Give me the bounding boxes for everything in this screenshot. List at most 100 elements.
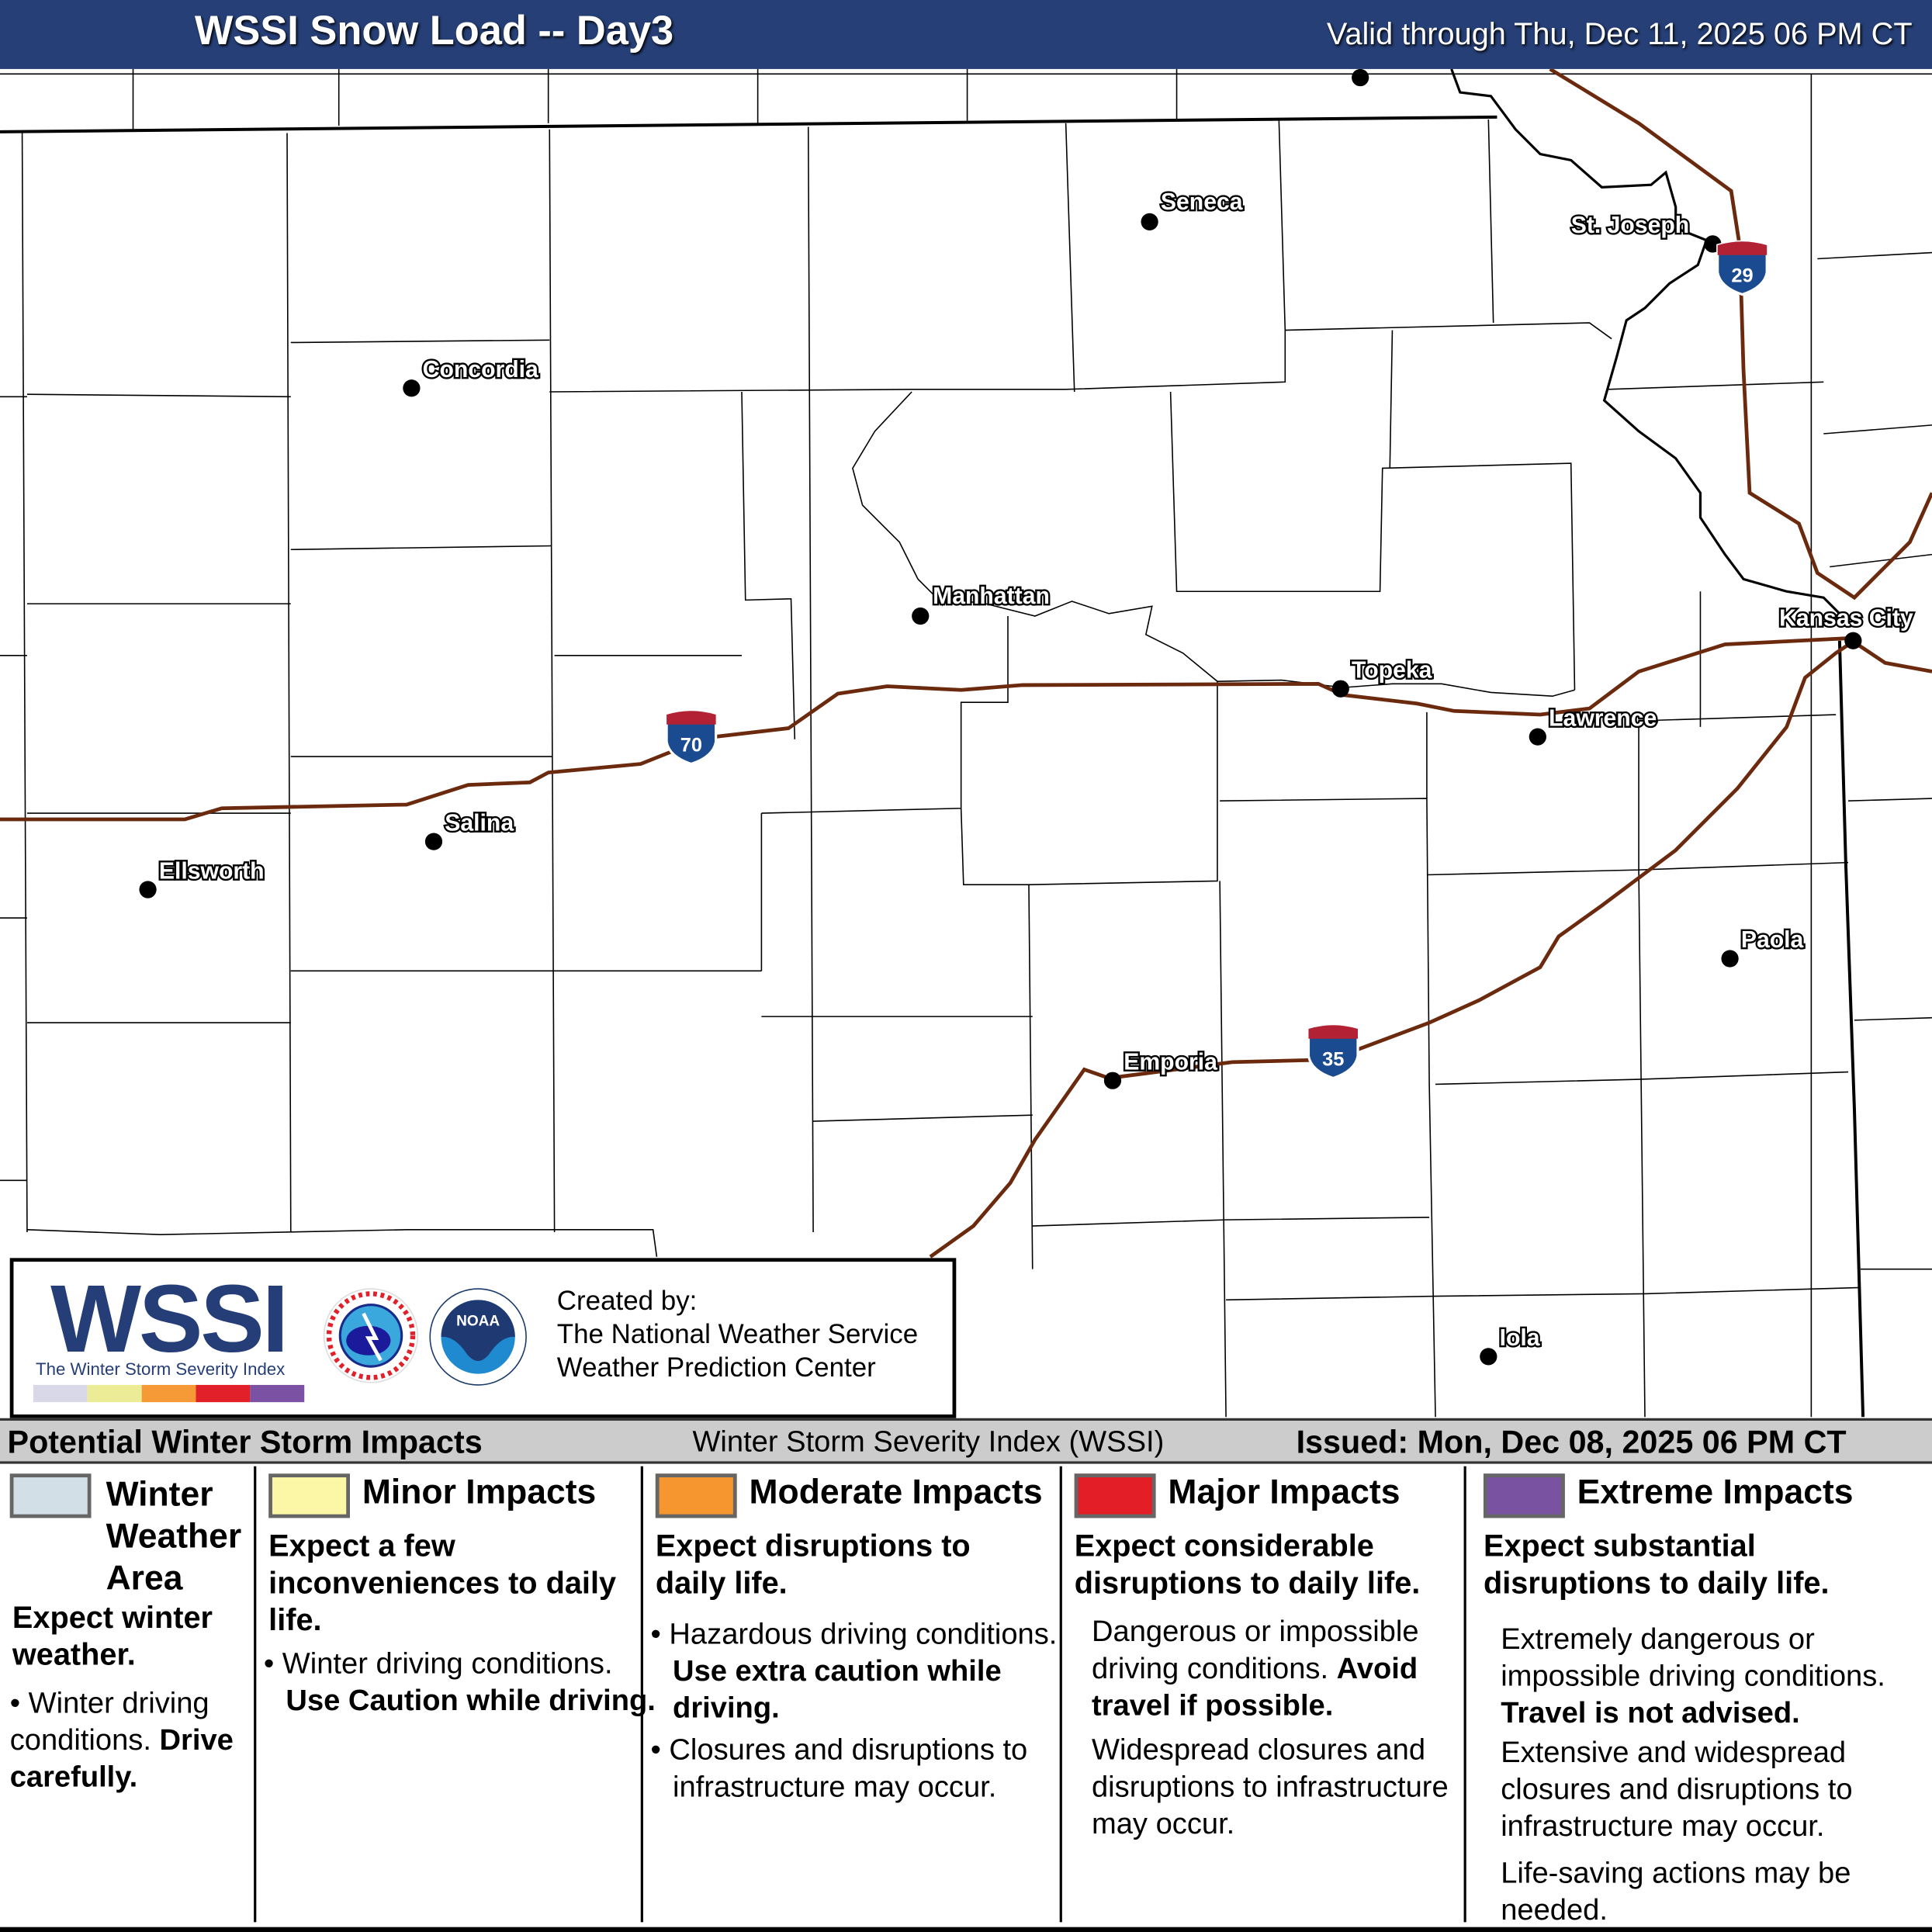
legend-title: Potential Winter Storm Impacts <box>7 1423 483 1460</box>
category-paragraph: Dangerous or impossible driving conditio… <box>1092 1614 1461 1725</box>
city-label-ellsworth: Ellsworth <box>159 858 265 884</box>
title-bar: WSSI Snow Load -- Day3 Valid through Thu… <box>0 0 1932 69</box>
city-markers: Seneca St. Joseph Concordia Manhattan To… <box>139 68 1915 1366</box>
category-name: Minor Impacts <box>362 1472 597 1511</box>
wssi-logo-subtitle: The Winter Storm Severity Index <box>36 1359 286 1379</box>
legend-header: Potential Winter Storm Impacts Winter St… <box>0 1418 1932 1464</box>
issued-time: Issued: Mon, Dec 08, 2025 06 PM CT <box>1296 1423 1847 1460</box>
created-by-label: Created by: <box>556 1285 698 1316</box>
color-swatch <box>33 1384 88 1403</box>
category-paragraph: Widespread closures and disruptions to i… <box>1091 1733 1449 1841</box>
valid-time: Valid through Thu, Dec 11, 2025 06 PM CT <box>1326 17 1913 52</box>
category-bullet: • Hazardous driving conditions. Use extr… <box>650 1618 1058 1726</box>
city-label-manhattan: Manhattan <box>933 583 1050 609</box>
bullet-text: Hazardous driving conditions. <box>669 1618 1058 1651</box>
interstate-35-route <box>929 639 1856 1259</box>
city-dot-kansas-city <box>1844 632 1862 649</box>
category-paragraph: Extensive and widespread closures and di… <box>1501 1736 1853 1844</box>
rivers <box>1450 68 1850 624</box>
color-swatch <box>141 1384 196 1403</box>
state-borders <box>0 115 1865 1418</box>
legend-swatch <box>1483 1473 1565 1518</box>
legend-swatch <box>9 1473 92 1518</box>
kansas-river <box>852 391 1575 698</box>
svg-text:70: 70 <box>680 735 702 757</box>
legend-swatch <box>268 1473 350 1518</box>
city-label-st-joseph: St. Joseph <box>1571 213 1690 238</box>
category-bullet: • Winter driving conditions. Use Caution… <box>263 1647 656 1718</box>
divider <box>640 1466 643 1923</box>
city-dot-seneca <box>1141 213 1158 230</box>
color-swatch <box>250 1384 305 1403</box>
city-label-lawrence: Lawrence <box>1549 705 1657 731</box>
city-dot-topeka <box>1331 680 1349 698</box>
bullet-text: Closures and disruptions to infrastructu… <box>669 1733 1028 1804</box>
bottom-border <box>0 1927 1932 1932</box>
city-label-topeka: Topeka <box>1352 657 1432 683</box>
category-name: Major Impacts <box>1168 1472 1401 1511</box>
color-swatch <box>87 1384 142 1403</box>
interstate-shield-35: 35 <box>1307 1023 1359 1080</box>
legend-swatch <box>1074 1473 1156 1518</box>
interstates <box>0 68 1932 1259</box>
interstate-shield-29: 29 <box>1716 240 1768 296</box>
paragraph-text: Dangerous or impossible driving conditio… <box>1091 1615 1419 1686</box>
wssi-logo-text: WSSI <box>50 1264 289 1373</box>
category-bullet: • Closures and disruptions to infrastruc… <box>650 1733 1028 1804</box>
city-dot-concordia <box>403 379 421 397</box>
category-bullet: • Winter driving conditions. Drive caref… <box>9 1686 234 1795</box>
category-expect: Expect considerable disruptions to daily… <box>1074 1529 1421 1601</box>
city-label-iola: Iola <box>1500 1325 1540 1351</box>
city-dot-paola <box>1721 950 1739 968</box>
city-label-concordia: Concordia <box>423 357 538 383</box>
divider <box>254 1466 257 1923</box>
svg-text:NOAA: NOAA <box>456 1314 500 1330</box>
org-wpc: Weather Prediction Center <box>556 1352 876 1383</box>
paragraph-bold: Avoid travel if possible. <box>1091 1652 1418 1723</box>
color-swatch <box>196 1384 251 1403</box>
bullet-bold: Use extra caution while driving. <box>673 1654 1002 1726</box>
legend-swatch <box>655 1473 737 1518</box>
divider <box>1463 1466 1466 1923</box>
city-label-kansas-city: Kansas City <box>1779 606 1913 632</box>
svg-text:29: 29 <box>1731 265 1753 287</box>
category-paragraph: Life-saving actions may be needed. <box>1501 1857 1851 1927</box>
category-paragraph: Extremely dangerous or impossible drivin… <box>1501 1622 1926 1733</box>
category-expect: Expect winter weather. <box>12 1600 213 1672</box>
interstate-29-route <box>1549 68 1932 601</box>
city-dot <box>1352 68 1369 87</box>
county-lines <box>0 68 1932 1418</box>
paragraph-bold: Travel is not advised. <box>1501 1696 1800 1730</box>
interstate-70-route <box>0 636 1932 822</box>
city-dot-salina <box>424 833 443 850</box>
paragraph-text: Extremely dangerous or impossible drivin… <box>1501 1622 1885 1693</box>
city-dot-ellsworth <box>139 881 157 898</box>
category-expect: Expect substantial disruptions to daily … <box>1483 1529 1830 1601</box>
map: Seneca St. Joseph Concordia Manhattan To… <box>0 68 1932 1418</box>
category-name: Extreme Impacts <box>1577 1472 1854 1511</box>
nws-logo-icon <box>323 1288 419 1383</box>
bullet-text: Winter driving conditions. <box>9 1686 209 1757</box>
category-name: Winter Weather Area <box>106 1474 242 1598</box>
category-expect: Expect disruptions to daily life. <box>655 1529 971 1601</box>
category-expect: Expect a few inconveniences to daily lif… <box>268 1529 617 1638</box>
city-dot-iola <box>1480 1348 1497 1366</box>
city-dot-manhattan <box>912 607 930 625</box>
city-label-paola: Paola <box>1741 927 1804 953</box>
credits-text: Created by: The National Weather Service… <box>557 1284 918 1384</box>
bullet-text: Winter driving conditions. <box>282 1647 613 1681</box>
interstate-shield-70: 70 <box>665 709 718 766</box>
map-title: WSSI Snow Load -- Day3 <box>194 7 674 54</box>
city-dot-lawrence <box>1529 728 1546 746</box>
bullet-bold: Use Caution while driving. <box>286 1684 656 1718</box>
city-label-emporia: Emporia <box>1124 1049 1217 1075</box>
category-name: Moderate Impacts <box>749 1472 1043 1511</box>
city-label-seneca: Seneca <box>1161 189 1243 215</box>
city-label-salina: Salina <box>445 810 514 836</box>
city-dot-emporia <box>1103 1072 1122 1089</box>
noaa-logo-icon: NOAA <box>429 1288 527 1386</box>
svg-text:35: 35 <box>1322 1049 1344 1071</box>
credits-box: WSSI The Winter Storm Severity Index NOA… <box>9 1258 957 1418</box>
divider <box>1059 1466 1062 1923</box>
